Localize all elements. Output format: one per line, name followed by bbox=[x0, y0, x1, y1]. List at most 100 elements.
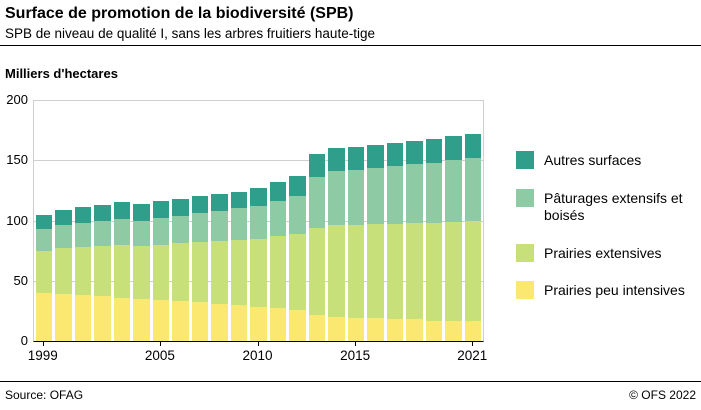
x-axis-tick bbox=[355, 342, 357, 346]
copyright-label: © OFS 2022 bbox=[629, 388, 696, 402]
plot-area bbox=[33, 100, 484, 342]
bar-segment bbox=[406, 222, 423, 320]
bar-segment bbox=[172, 243, 189, 302]
bar-segment bbox=[445, 320, 462, 341]
bar-2002 bbox=[94, 204, 111, 341]
bar-segment bbox=[113, 244, 131, 298]
legend-label: Prairies extensives bbox=[544, 244, 662, 261]
legend-label: Prairies peu intensives bbox=[544, 282, 685, 298]
bar-segment bbox=[94, 245, 111, 297]
bar-segment bbox=[152, 244, 170, 301]
bar-segment bbox=[367, 318, 384, 341]
bar-segment bbox=[74, 295, 92, 341]
bar-segment bbox=[172, 215, 189, 244]
bar-segment bbox=[94, 204, 111, 221]
bar-1999 bbox=[36, 214, 53, 341]
bar-segment bbox=[74, 247, 92, 296]
bar-segment bbox=[250, 238, 267, 308]
bar-segment bbox=[74, 222, 92, 248]
bar-segment bbox=[55, 209, 72, 226]
bar-segment bbox=[172, 198, 189, 216]
bar-segment bbox=[230, 239, 248, 305]
bar-segment bbox=[191, 213, 209, 243]
bar-2021 bbox=[464, 133, 482, 341]
bar-segment bbox=[367, 167, 384, 225]
gridline-200 bbox=[34, 100, 483, 101]
bar-2017 bbox=[386, 143, 404, 341]
bar-2003 bbox=[113, 202, 131, 341]
bar-segment bbox=[406, 141, 423, 164]
bar-segment bbox=[289, 309, 306, 341]
x-axis-tick bbox=[42, 342, 44, 346]
y-axis-label: 150 bbox=[6, 152, 28, 168]
bar-segment bbox=[36, 214, 53, 229]
legend-item-autres-surfaces: Autres surfaces bbox=[516, 151, 698, 170]
bar-segment bbox=[464, 320, 482, 341]
bar-segment bbox=[191, 196, 209, 214]
bar-segment bbox=[386, 319, 404, 341]
bar-2006 bbox=[172, 198, 189, 341]
bar-segment bbox=[133, 203, 150, 221]
bar-2016 bbox=[367, 144, 384, 341]
x-axis-label: 1999 bbox=[27, 348, 58, 363]
x-axis-tick bbox=[472, 342, 474, 346]
bar-2020 bbox=[445, 136, 462, 341]
footer-divider bbox=[0, 381, 701, 382]
x-axis-label: 2005 bbox=[144, 348, 175, 363]
legend-swatch-0 bbox=[516, 151, 534, 169]
legend-swatch-1 bbox=[516, 188, 534, 207]
y-axis-labels: 0 50 100 150 200 bbox=[0, 93, 28, 348]
bar-2014 bbox=[328, 148, 345, 341]
bar-segment bbox=[289, 196, 306, 234]
bar-segment bbox=[191, 302, 209, 341]
bar-segment bbox=[152, 201, 170, 219]
page-title: Surface de promotion de la biodiversité … bbox=[5, 5, 354, 22]
bar-segment bbox=[347, 147, 365, 170]
x-axis-tick bbox=[257, 342, 259, 346]
legend-item-prairies-extensives: Prairies extensives bbox=[516, 243, 698, 263]
bar-segment bbox=[36, 250, 53, 293]
bar-segment bbox=[464, 220, 482, 321]
bar-segment bbox=[347, 318, 365, 341]
bar-segment bbox=[269, 308, 287, 341]
y-axis-label: 50 bbox=[13, 272, 28, 288]
bar-segment bbox=[269, 181, 287, 202]
bar-segment bbox=[152, 218, 170, 245]
bar-segment bbox=[211, 241, 228, 304]
bar-segment bbox=[133, 245, 150, 299]
legend: Autres surfaces Pâturages extensifs et b… bbox=[516, 151, 698, 300]
bar-segment bbox=[425, 162, 443, 223]
bar-2018 bbox=[406, 141, 423, 341]
bar-segment bbox=[464, 133, 482, 158]
bar-segment bbox=[113, 202, 131, 220]
bar-segment bbox=[250, 307, 267, 341]
bar-segment bbox=[425, 320, 443, 341]
bar-2009 bbox=[230, 191, 248, 341]
bar-segment bbox=[74, 207, 92, 223]
bar-segment bbox=[328, 148, 345, 172]
bar-segment bbox=[230, 208, 248, 240]
legend-label: Autres surfaces bbox=[544, 152, 642, 168]
bar-segment bbox=[367, 224, 384, 319]
x-axis-label: 2010 bbox=[242, 348, 273, 363]
bar-segment bbox=[347, 169, 365, 226]
legend-item-prairies-peu-intensives: Prairies peu intensives bbox=[516, 281, 698, 300]
header-divider bbox=[0, 45, 701, 46]
x-axis-ticks bbox=[33, 342, 482, 346]
bar-segment bbox=[94, 296, 111, 341]
x-axis-tick bbox=[159, 342, 161, 346]
bar-segment bbox=[386, 143, 404, 167]
bar-2001 bbox=[74, 207, 92, 341]
bar-segment bbox=[445, 160, 462, 222]
bar-2012 bbox=[289, 175, 306, 341]
x-axis-labels: 1999 2005 2010 2015 2021 bbox=[28, 348, 488, 364]
legend-swatch-3 bbox=[516, 281, 534, 299]
bar-segment bbox=[347, 225, 365, 319]
y-axis-label: 0 bbox=[20, 333, 28, 348]
bar-segment bbox=[386, 166, 404, 225]
bar-2010 bbox=[250, 188, 267, 341]
bar-segment bbox=[328, 316, 345, 341]
bar-segment bbox=[406, 319, 423, 341]
bar-segment bbox=[133, 298, 150, 341]
